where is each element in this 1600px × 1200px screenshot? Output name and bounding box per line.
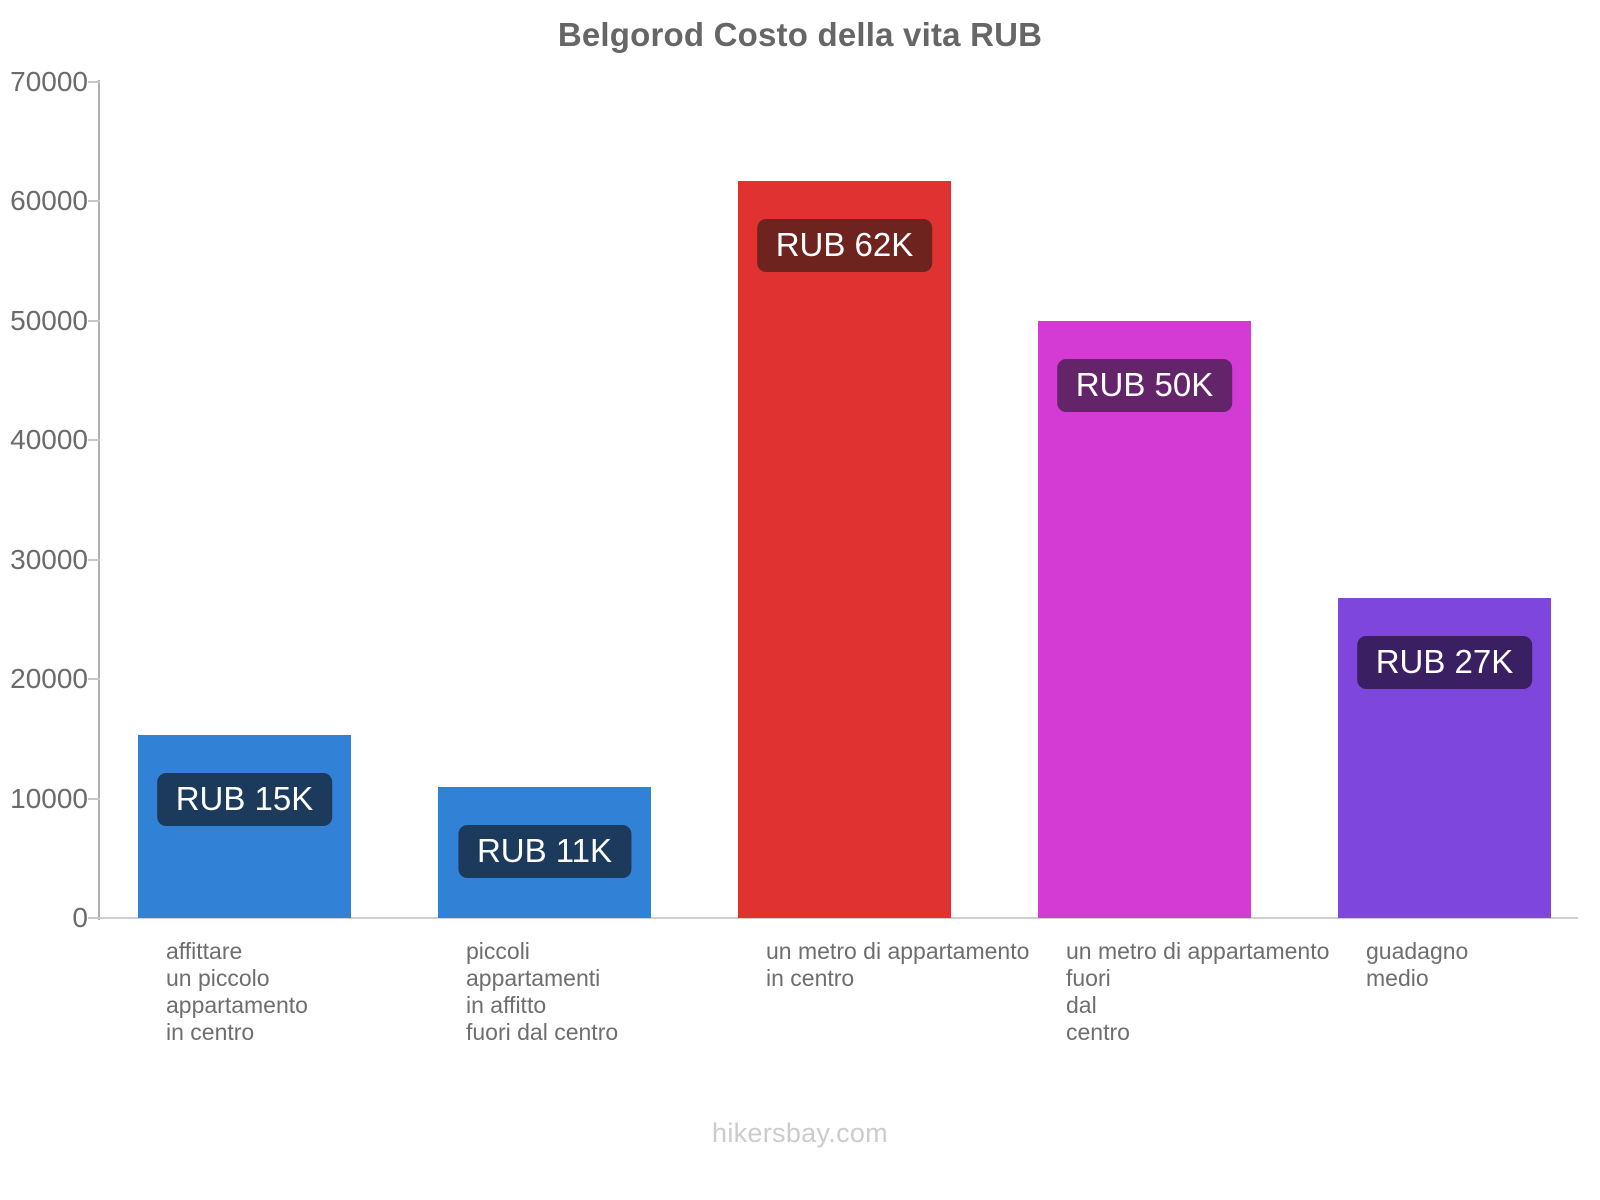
footer-watermark: hikersbay.com — [712, 1118, 888, 1148]
y-axis-tick-label: 60000 — [10, 185, 88, 217]
x-axis-category-label: un metro di appartamento in centro — [766, 938, 1030, 991]
y-axis-tick-label: 30000 — [10, 543, 88, 575]
bar-value-label: RUB 15K — [156, 773, 333, 827]
bar-value-label: RUB 62K — [756, 219, 933, 273]
x-axis-baseline — [98, 917, 1578, 919]
y-axis-tick-label: 70000 — [10, 66, 88, 97]
y-axis-tick-label: 40000 — [10, 424, 88, 456]
bar[interactable]: RUB 15K — [138, 735, 351, 918]
x-axis-category-label: piccoli appartamenti in affitto fuori da… — [466, 938, 619, 1045]
y-axis-tick-label: 50000 — [10, 304, 88, 336]
y-axis-tick-mark — [88, 558, 100, 561]
bar[interactable]: RUB 11K — [438, 786, 651, 918]
y-axis-tick-mark — [88, 797, 100, 800]
x-axis-category-label: un metro di appartamento fuori dal centr… — [1066, 938, 1330, 1045]
bar-value-label: RUB 50K — [1056, 358, 1233, 412]
y-axis-tick-label: 10000 — [10, 782, 88, 814]
x-axis-category-label: guadagno medio — [1366, 938, 1469, 991]
y-axis-tick-label: 20000 — [10, 663, 88, 695]
bar[interactable]: RUB 27K — [1338, 597, 1551, 918]
y-axis-tick-label: 0 — [72, 902, 88, 933]
bar-value-label: RUB 11K — [457, 824, 632, 878]
y-axis-tick-mark — [88, 917, 100, 919]
y-axis-tick-mark — [88, 319, 100, 322]
y-axis-tick-mark — [88, 200, 100, 203]
bar[interactable]: RUB 50K — [1038, 320, 1251, 918]
y-axis-tick-mark — [88, 81, 100, 83]
y-axis-tick-mark — [88, 439, 100, 442]
chart-title: Belgorod Costo della vita RUB — [557, 16, 1043, 53]
y-axis-line — [98, 80, 100, 920]
bar-value-label: RUB 27K — [1356, 635, 1533, 689]
x-axis-category-label: affittare un piccolo appartamento in cen… — [166, 938, 308, 1045]
y-axis-tick-mark — [88, 678, 100, 681]
bar[interactable]: RUB 62K — [738, 181, 951, 918]
